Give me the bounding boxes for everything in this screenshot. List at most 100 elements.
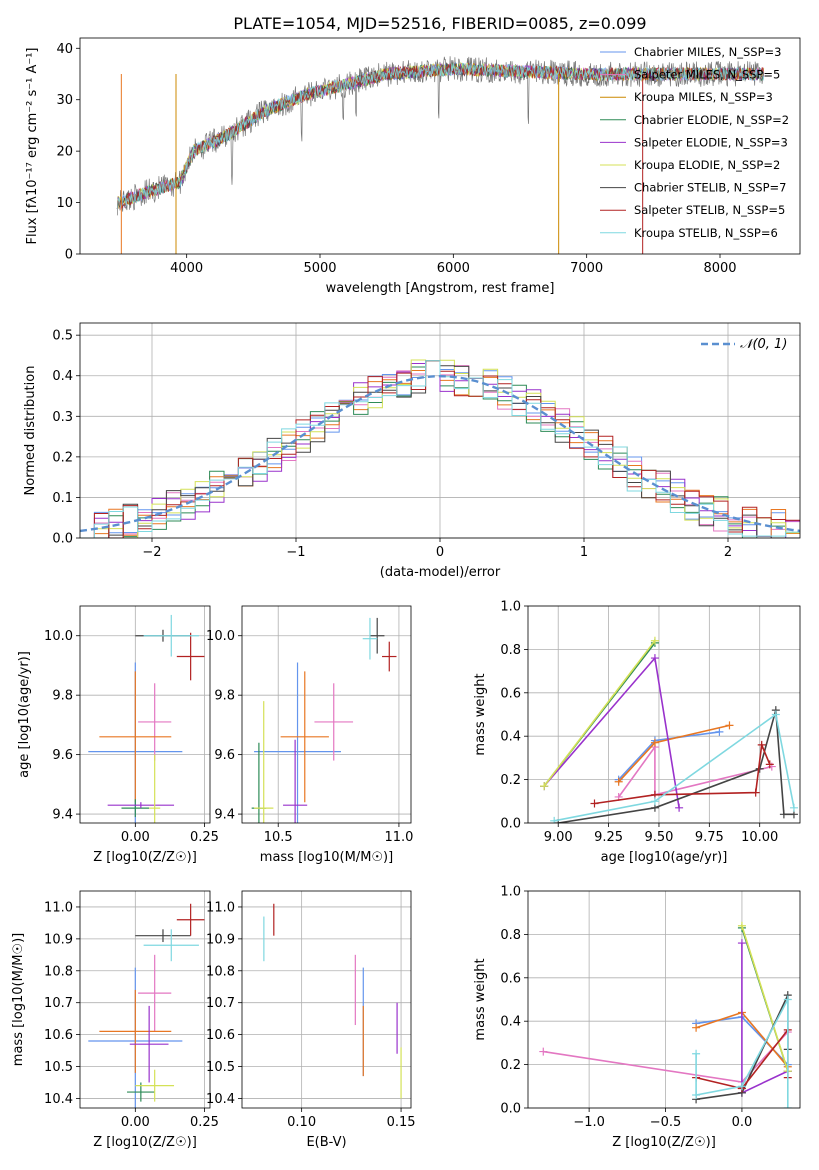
y-tick-label: 0.0 [500, 1102, 521, 1117]
errorbar-point [129, 1005, 169, 1083]
weight-marker [539, 1047, 548, 1056]
x-axis-label: age [log10(age/yr)] [601, 850, 728, 865]
y-tick-label: 9.6 [214, 748, 235, 763]
errorbar-point [138, 954, 172, 1032]
y-tick-label: 0.6 [500, 971, 521, 986]
y-tick-label: 0.4 [500, 1015, 521, 1030]
y-tick-label: 0.5 [52, 329, 73, 344]
x-tick-label: 0.0 [732, 1115, 753, 1130]
y-tick-label: 10.0 [206, 629, 235, 644]
x-tick-label: 9.00 [544, 830, 573, 845]
x-tick-label: −1.0 [573, 1115, 605, 1130]
y-tick-label: 10.5 [44, 1060, 73, 1075]
y-tick-label: 30 [56, 93, 73, 108]
y-tick-label: 10.9 [44, 932, 73, 947]
y-tick-label: 0.6 [500, 686, 521, 701]
y-tick-label: 10.6 [206, 1028, 235, 1043]
axes-frame [241, 605, 412, 824]
y-tick-label: 0.0 [500, 817, 521, 832]
x-axis-label: wavelength [Angstrom, rest frame] [326, 281, 555, 296]
weight-marker [737, 921, 746, 930]
x-tick-label: 9.75 [695, 830, 724, 845]
legend-entry: 𝒩(0, 1) [740, 337, 787, 352]
x-tick-label: 11.0 [384, 830, 413, 845]
y-tick-label: 0 [65, 248, 73, 263]
errorbar-point [143, 929, 199, 962]
y-tick-label: 9.4 [214, 808, 235, 823]
errorbar-point [254, 662, 341, 823]
errorbar-point [107, 802, 175, 809]
y-tick-label: 20 [56, 145, 73, 160]
x-tick-label: 0.00 [121, 830, 150, 845]
errorbar-point [176, 903, 205, 936]
x-axis-label: (data-model)/error [380, 565, 501, 580]
y-tick-label: 10.9 [206, 932, 235, 947]
x-tick-label: −2 [142, 545, 161, 560]
errorbar-point [283, 739, 308, 823]
x-tick-label: 7000 [570, 261, 603, 276]
panel-ebv_vs_mass: 0.10 0.15 10.4 10.5 10.6 10.7 10.8 10.9 11.0 E(B-… [206, 890, 416, 1150]
y-tick-label: 10.5 [206, 1060, 235, 1075]
y-tick-label: 10.8 [44, 964, 73, 979]
axes-frame [527, 605, 801, 824]
axes-frame [79, 37, 801, 255]
weight-marker [751, 788, 760, 797]
weight-marker [783, 995, 792, 1004]
errorbar-point [149, 754, 161, 823]
weight-line [543, 640, 656, 787]
axes-frame [79, 322, 801, 539]
x-tick-label: −1 [286, 545, 305, 560]
x-tick-label: 10.5 [264, 830, 293, 845]
legend-entry: Kroupa STELIB, N_SSP=6 [634, 226, 778, 240]
weight-marker [675, 803, 684, 812]
weight-marker [789, 803, 798, 812]
y-tick-label: 10.7 [206, 996, 235, 1011]
y-axis-label: mass weight [473, 958, 488, 1040]
errorbar-point [121, 799, 150, 818]
weight-marker [771, 710, 780, 719]
y-tick-label: 10.6 [44, 1028, 73, 1043]
y-tick-label: 10.4 [44, 1092, 73, 1107]
legend-entry: Chabrier ELODIE, N_SSP=2 [634, 113, 789, 127]
y-tick-label: 9.4 [52, 808, 73, 823]
y-tick-label: 10.0 [44, 629, 73, 644]
y-tick-label: 0.8 [500, 928, 521, 943]
errorbar-point [382, 641, 397, 672]
errorbar-point [176, 632, 205, 681]
plot-area-spectrum [116, 56, 765, 254]
legend-entry: Kroupa ELODIE, N_SSP=2 [634, 158, 780, 172]
x-tick-label: 0.25 [190, 830, 219, 845]
y-tick-label: 11.0 [44, 900, 73, 915]
weight-marker [692, 1049, 701, 1058]
weight-marker [779, 810, 788, 819]
legend-entry: Salpeter STELIB, N_SSP=5 [634, 203, 785, 217]
plot-area-Z_vs_age [88, 614, 205, 823]
plot-area-Z_vs_mass [88, 903, 205, 1108]
axes-frame [79, 605, 211, 824]
x-tick-label: 1 [580, 545, 588, 560]
y-tick-label: 0.8 [500, 643, 521, 658]
x-tick-label: 0.25 [190, 1115, 219, 1130]
y-tick-label: 10.7 [44, 996, 73, 1011]
y-tick-label: 0.3 [52, 410, 73, 425]
y-tick-label: 0.4 [52, 369, 73, 384]
x-axis-label: E(B-V) [306, 1135, 346, 1150]
x-axis-label: mass [log10(M/M☉)] [260, 850, 393, 865]
x-tick-label: 4000 [170, 261, 203, 276]
y-tick-label: 40 [56, 42, 73, 57]
weight-marker [650, 636, 659, 645]
legend-entry: Chabrier MILES, N_SSP=3 [634, 45, 781, 59]
x-tick-label: 9.25 [594, 830, 623, 845]
weight-marker [650, 654, 659, 663]
axes-frame [241, 890, 412, 1109]
histogram-step [80, 360, 800, 538]
panel-Z_vs_mass: 0.00 0.25 10.4 10.5 10.6 10.7 10.8 10.9 11.0 Z [l… [11, 890, 219, 1150]
y-tick-label: 10 [56, 196, 73, 211]
errorbar-point [135, 1069, 175, 1102]
y-tick-label: 1.0 [500, 600, 521, 615]
y-axis-label: age [log10(age/yr)] [17, 651, 32, 778]
y-tick-label: 10.4 [206, 1092, 235, 1107]
legend-entry: Chabrier STELIB, N_SSP=7 [634, 181, 786, 195]
panel-age_vs_weight: 9.00 9.25 9.50 9.75 10.00 0.0 0.2 0.4 0.6 0.8 1.0 a… [473, 600, 801, 865]
weight-marker [725, 721, 734, 730]
